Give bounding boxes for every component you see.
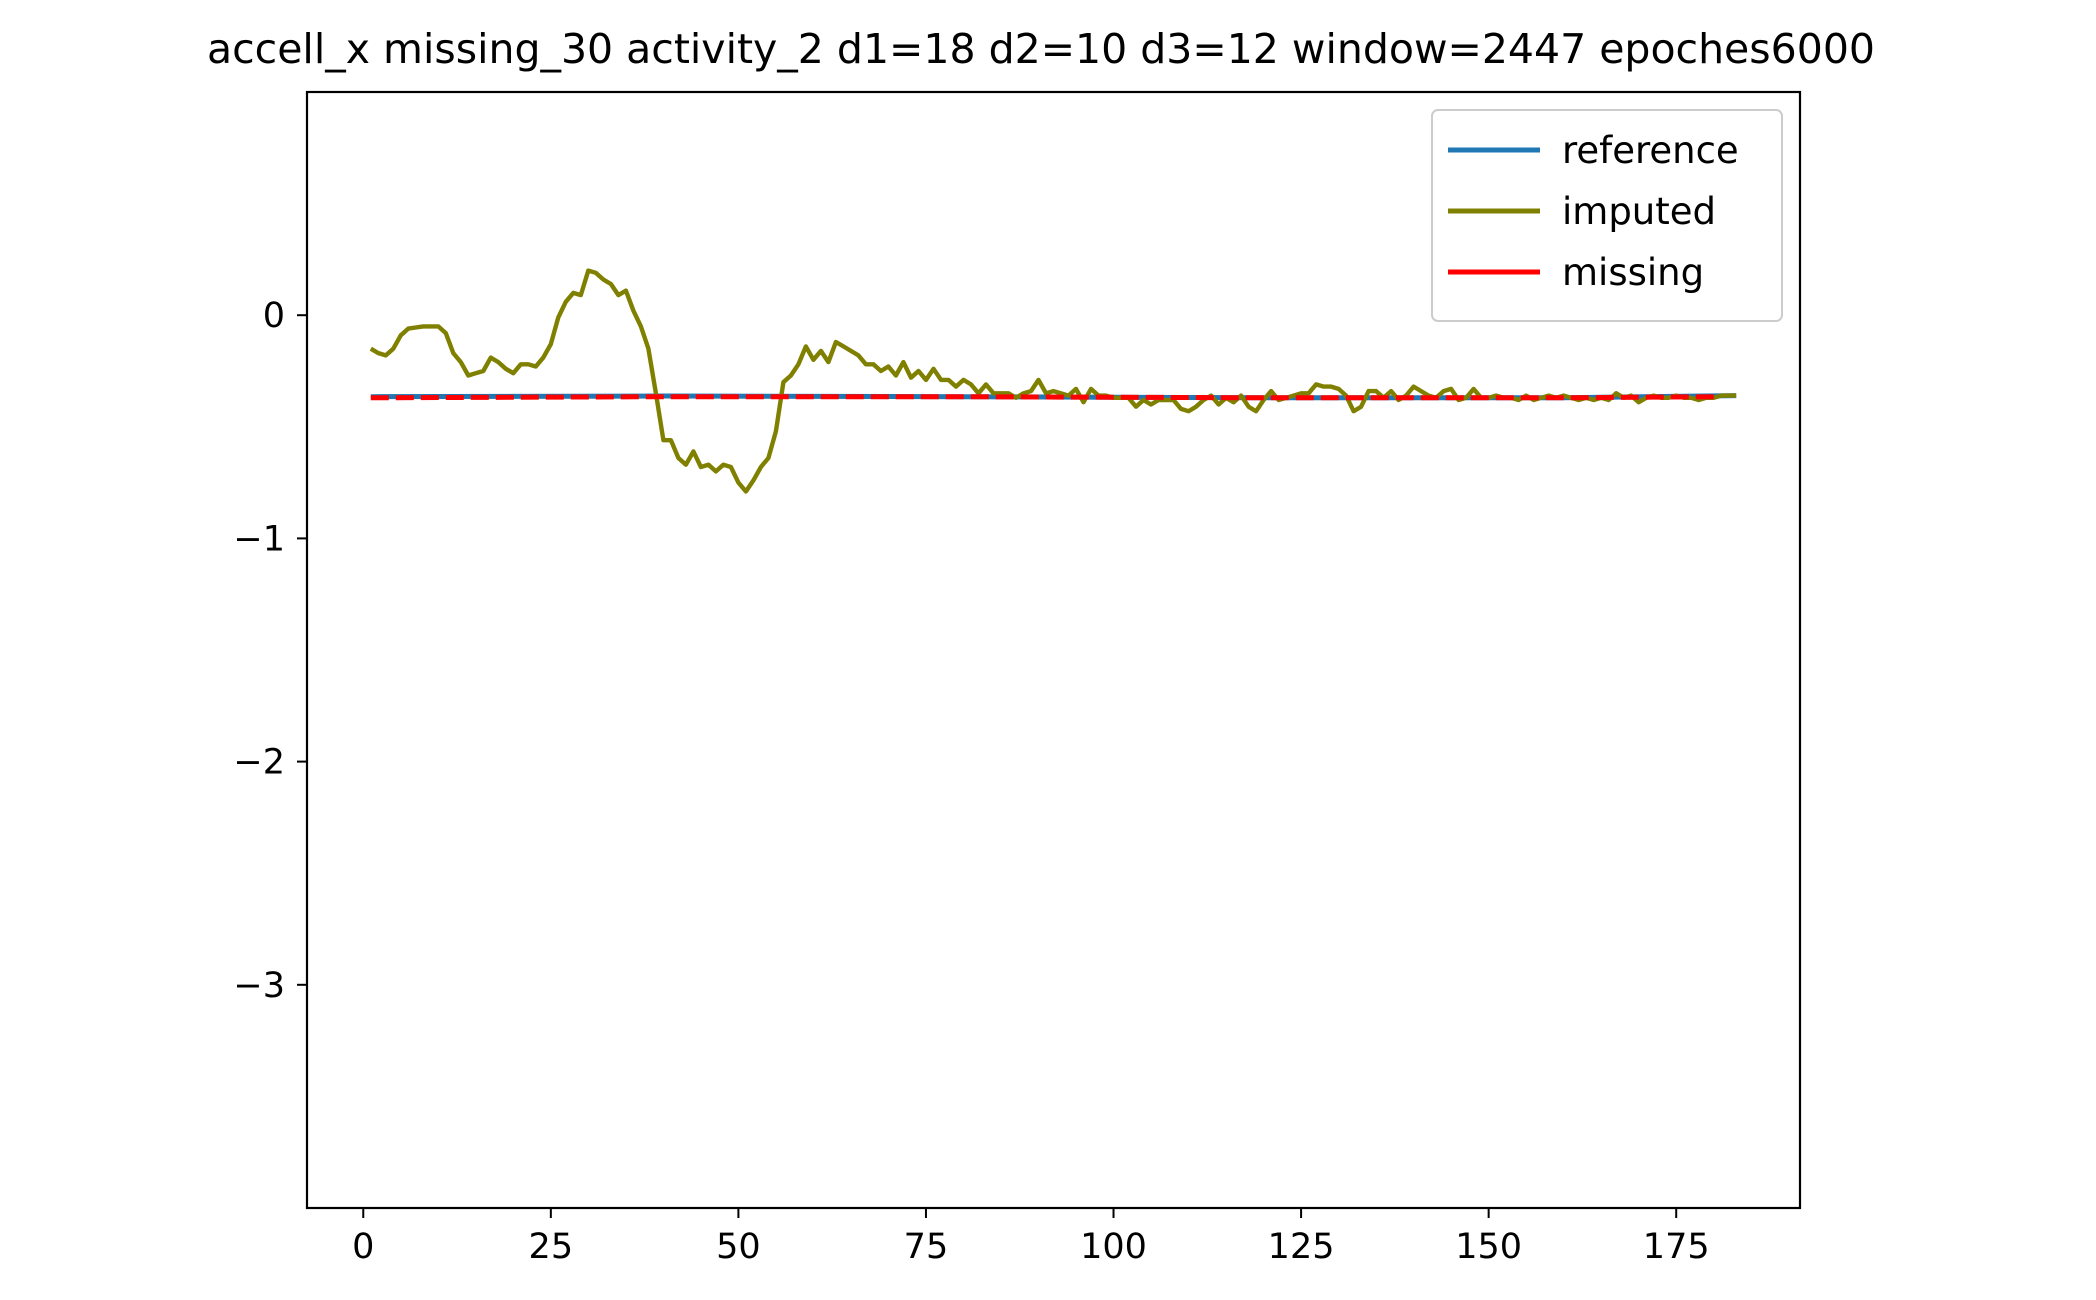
legend-label-missing: missing [1562,251,1704,294]
legend-label-reference: reference [1562,129,1739,172]
y-tick-label: 0 [263,296,285,336]
x-tick-label: 100 [1080,1227,1147,1267]
chart-title: accell_x missing_30 activity_2 d1=18 d2=… [207,25,1875,73]
y-tick-label: −2 [233,743,285,783]
x-axis: 0 25 50 75 100 125 150 175 [352,1208,1710,1267]
series-line-missing [370,394,1714,401]
x-tick-label: 175 [1643,1227,1710,1267]
y-axis: 0 −1 −2 −3 [233,296,307,1006]
x-tick-label: 150 [1455,1227,1522,1267]
x-tick-label: 50 [716,1227,761,1267]
legend: reference imputed missing [1431,109,1783,322]
x-tick-label: 0 [352,1227,374,1267]
plot-frame [305,90,1802,1210]
x-tick-label: 75 [904,1227,949,1267]
x-tick-label: 25 [529,1227,574,1267]
y-tick-label: −3 [233,966,285,1006]
legend-label-imputed: imputed [1562,190,1716,233]
x-tick-label: 125 [1268,1227,1335,1267]
legend-box [1431,109,1783,322]
y-tick-label: −1 [233,519,285,559]
series-layer [369,268,1737,494]
